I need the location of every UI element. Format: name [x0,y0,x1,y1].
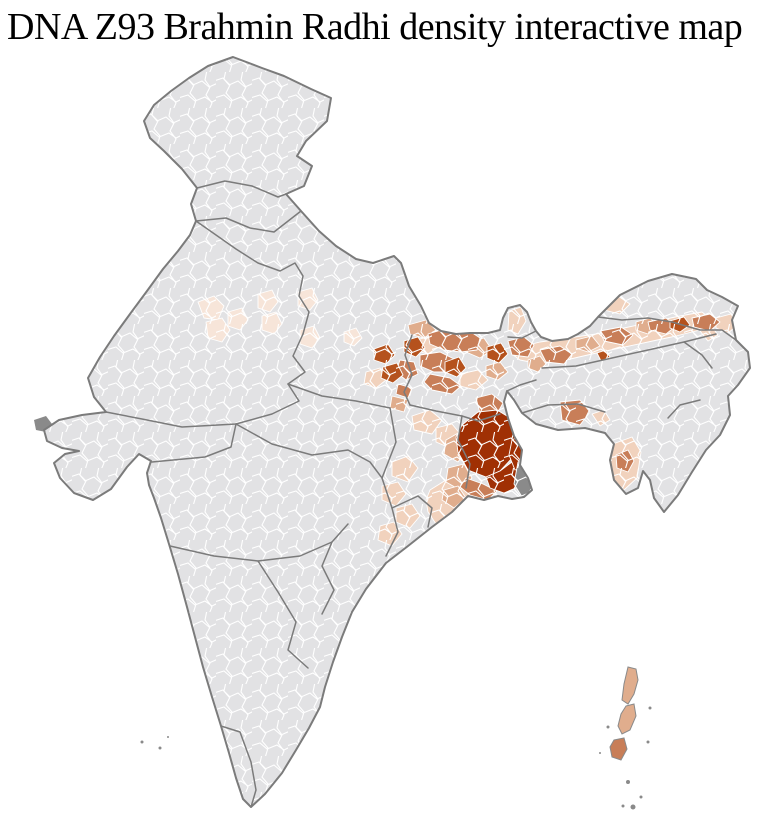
india-outline [43,56,751,808]
state-borders [105,180,737,807]
page-title: DNA Z93 Brahmin Radhi density interactiv… [7,6,743,48]
andaman-nicobar-islands[interactable] [599,666,652,810]
lakshadweep-islands[interactable] [140,736,170,750]
